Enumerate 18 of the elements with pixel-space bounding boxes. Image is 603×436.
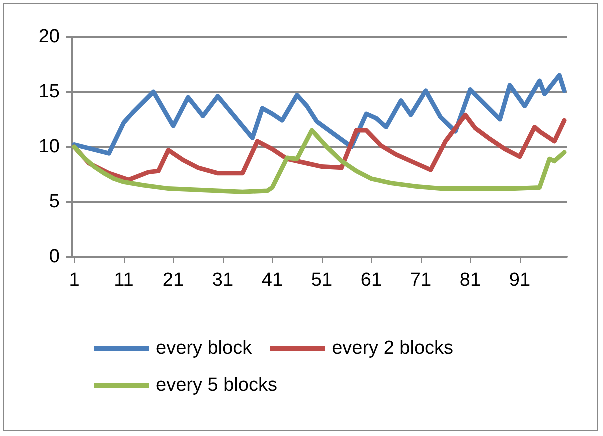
y-tick-label: 5: [49, 192, 60, 212]
x-tick-label: 61: [360, 270, 382, 291]
x-tick-label: 91: [509, 270, 531, 291]
legend-label: every block: [156, 338, 253, 359]
x-tick-label: 41: [262, 270, 284, 291]
y-tick-label: 0: [49, 246, 60, 268]
y-tick-label: 15: [38, 82, 60, 102]
x-tick-label: 71: [410, 270, 432, 291]
x-tick-label: 51: [311, 270, 333, 291]
x-tick-label: 81: [460, 270, 482, 291]
y-tick-label: 20: [38, 26, 60, 48]
x-tick-label: 31: [212, 270, 234, 291]
legend-label: every 5 blocks: [156, 375, 278, 396]
x-tick-label: 21: [162, 270, 184, 291]
x-tick-label: 11: [114, 270, 134, 291]
legend-label: every 2 blocks: [332, 338, 454, 359]
y-tick-label: 10: [38, 136, 60, 158]
x-tick-label: 1: [69, 270, 80, 291]
